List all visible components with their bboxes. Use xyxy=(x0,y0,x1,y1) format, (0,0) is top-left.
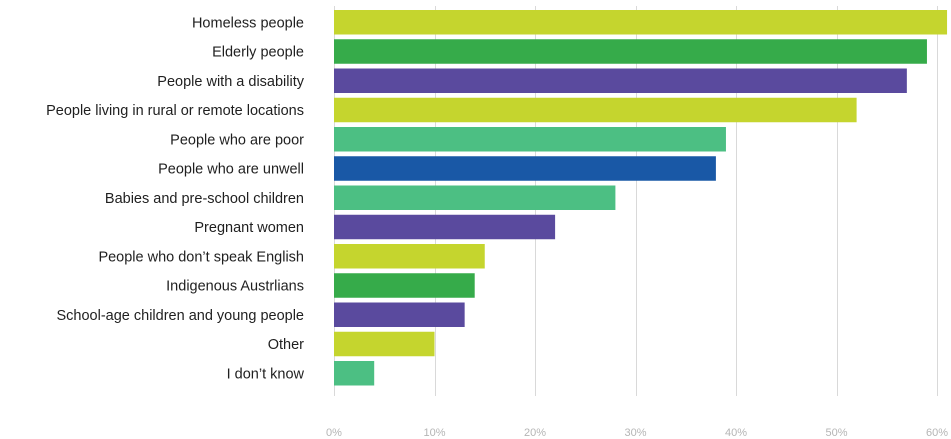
bar xyxy=(334,185,616,210)
bar xyxy=(334,302,465,327)
bar xyxy=(334,361,375,386)
bar xyxy=(334,273,475,298)
bar xyxy=(334,39,927,64)
category-label: People living in rural or remote locatio… xyxy=(46,103,304,119)
x-tick-label: 50% xyxy=(825,427,847,439)
bar xyxy=(334,97,857,123)
x-tick-label: 0% xyxy=(326,427,342,439)
category-label: Babies and pre-school children xyxy=(105,191,304,207)
bar xyxy=(334,214,556,240)
category-label: People who are unwell xyxy=(158,162,304,178)
category-label: Pregnant women xyxy=(194,220,304,236)
bar xyxy=(334,10,948,35)
x-tick-label: 60% xyxy=(926,427,948,439)
bar xyxy=(334,244,485,269)
x-tick-label: 20% xyxy=(524,427,546,439)
category-label: Other xyxy=(268,337,304,353)
category-label: School-age children and young people xyxy=(57,308,305,324)
category-label: People with a disability xyxy=(157,74,304,90)
category-label: Elderly people xyxy=(212,45,304,61)
bar xyxy=(334,331,435,357)
x-tick-label: 30% xyxy=(624,427,646,439)
category-labels: Homeless people Elderly people People with… xyxy=(46,15,305,382)
x-tick-label: 40% xyxy=(725,427,747,439)
x-tick-label: 10% xyxy=(423,427,445,439)
bar xyxy=(334,68,907,93)
category-label: Indigenous Austrlians xyxy=(166,279,304,295)
category-label: People who don’t speak English xyxy=(98,249,304,265)
category-label: I don’t know xyxy=(227,366,305,382)
bar xyxy=(334,127,726,152)
category-label: People who are poor xyxy=(170,132,304,148)
bar xyxy=(334,156,716,181)
bars xyxy=(334,10,948,386)
x-axis-tick-labels: 0% 10% 20% 30% 40% 50% 60% xyxy=(326,427,948,439)
category-label: Homeless people xyxy=(192,15,304,31)
